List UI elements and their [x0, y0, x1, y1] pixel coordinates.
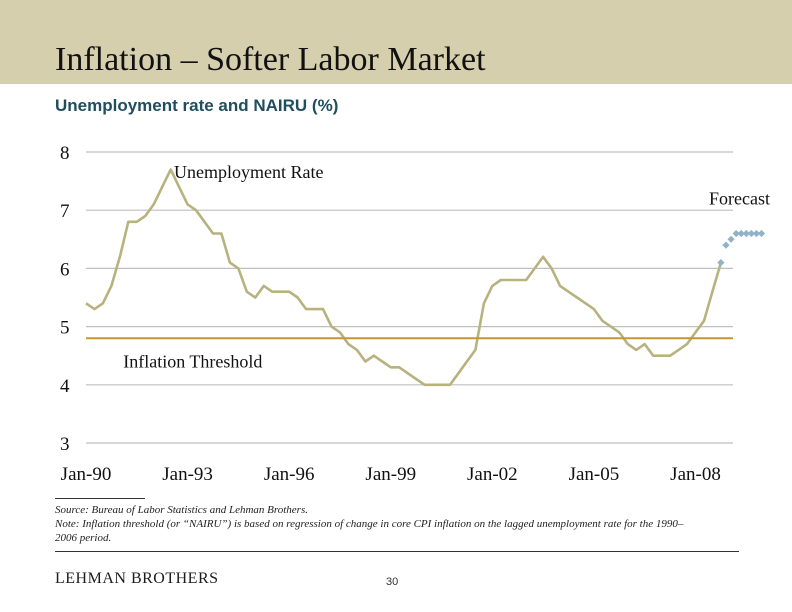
source-note: Source: Bureau of Labor Statistics and L… — [55, 504, 308, 516]
unemployment-rate-line — [85, 168, 723, 387]
series — [85, 168, 766, 387]
y-tick-label: 3 — [60, 434, 70, 455]
page-number: 30 — [386, 576, 399, 588]
annotation-forecast: Forecast — [709, 188, 770, 208]
forecast-marker — [737, 229, 745, 238]
x-tick-label: Jan-05 — [569, 464, 620, 485]
y-tick-label: 6 — [60, 259, 70, 280]
forecast-marker — [722, 241, 730, 249]
y-tick-label: 8 — [60, 143, 70, 164]
forecast-marker — [747, 229, 755, 238]
y-tick-label: 5 — [60, 318, 70, 339]
forecast-marker — [732, 229, 740, 238]
x-tick-label: Jan-96 — [264, 464, 315, 485]
x-tick-label: Jan-99 — [365, 464, 416, 485]
forecast-marker — [727, 235, 735, 243]
y-tick-label: 7 — [60, 201, 70, 222]
y-tick-label: 4 — [60, 376, 70, 397]
methodology-note: Note: Inflation threshold (or “NAIRU”) i… — [55, 518, 684, 544]
forecast-marker — [742, 229, 750, 238]
forecast-marker — [757, 229, 766, 238]
footer-rule — [55, 551, 739, 552]
header-band — [0, 0, 792, 84]
x-tick-label: Jan-93 — [162, 464, 213, 485]
x-tick-label: Jan-08 — [670, 464, 721, 485]
forecast-marker — [717, 258, 725, 267]
source-rule — [55, 498, 145, 499]
x-tick-label: Jan-02 — [467, 464, 518, 485]
x-axis-ticks: Jan-90 Jan-93 Jan-96 Jan-99 Jan-02 Jan-05 Jan-… — [61, 464, 721, 485]
annotation-inflation-threshold: Inflation Threshold — [123, 351, 262, 371]
gridlines — [86, 151, 733, 444]
chart-subtitle: Unemployment rate and NAIRU (%) — [55, 96, 339, 115]
y-axis-ticks: 3 4 5 6 7 8 — [60, 143, 70, 455]
annotation-unemployment-rate: Unemployment Rate — [174, 162, 323, 182]
lehman-brothers-logo: LEHMAN BROTHERS — [55, 570, 219, 587]
annotations: Unemployment Rate Forecast Inflation Thres… — [123, 162, 770, 371]
x-tick-label: Jan-90 — [61, 464, 112, 485]
forecast-marker — [752, 229, 761, 238]
slide-title: Inflation – Softer Labor Market — [55, 41, 486, 78]
